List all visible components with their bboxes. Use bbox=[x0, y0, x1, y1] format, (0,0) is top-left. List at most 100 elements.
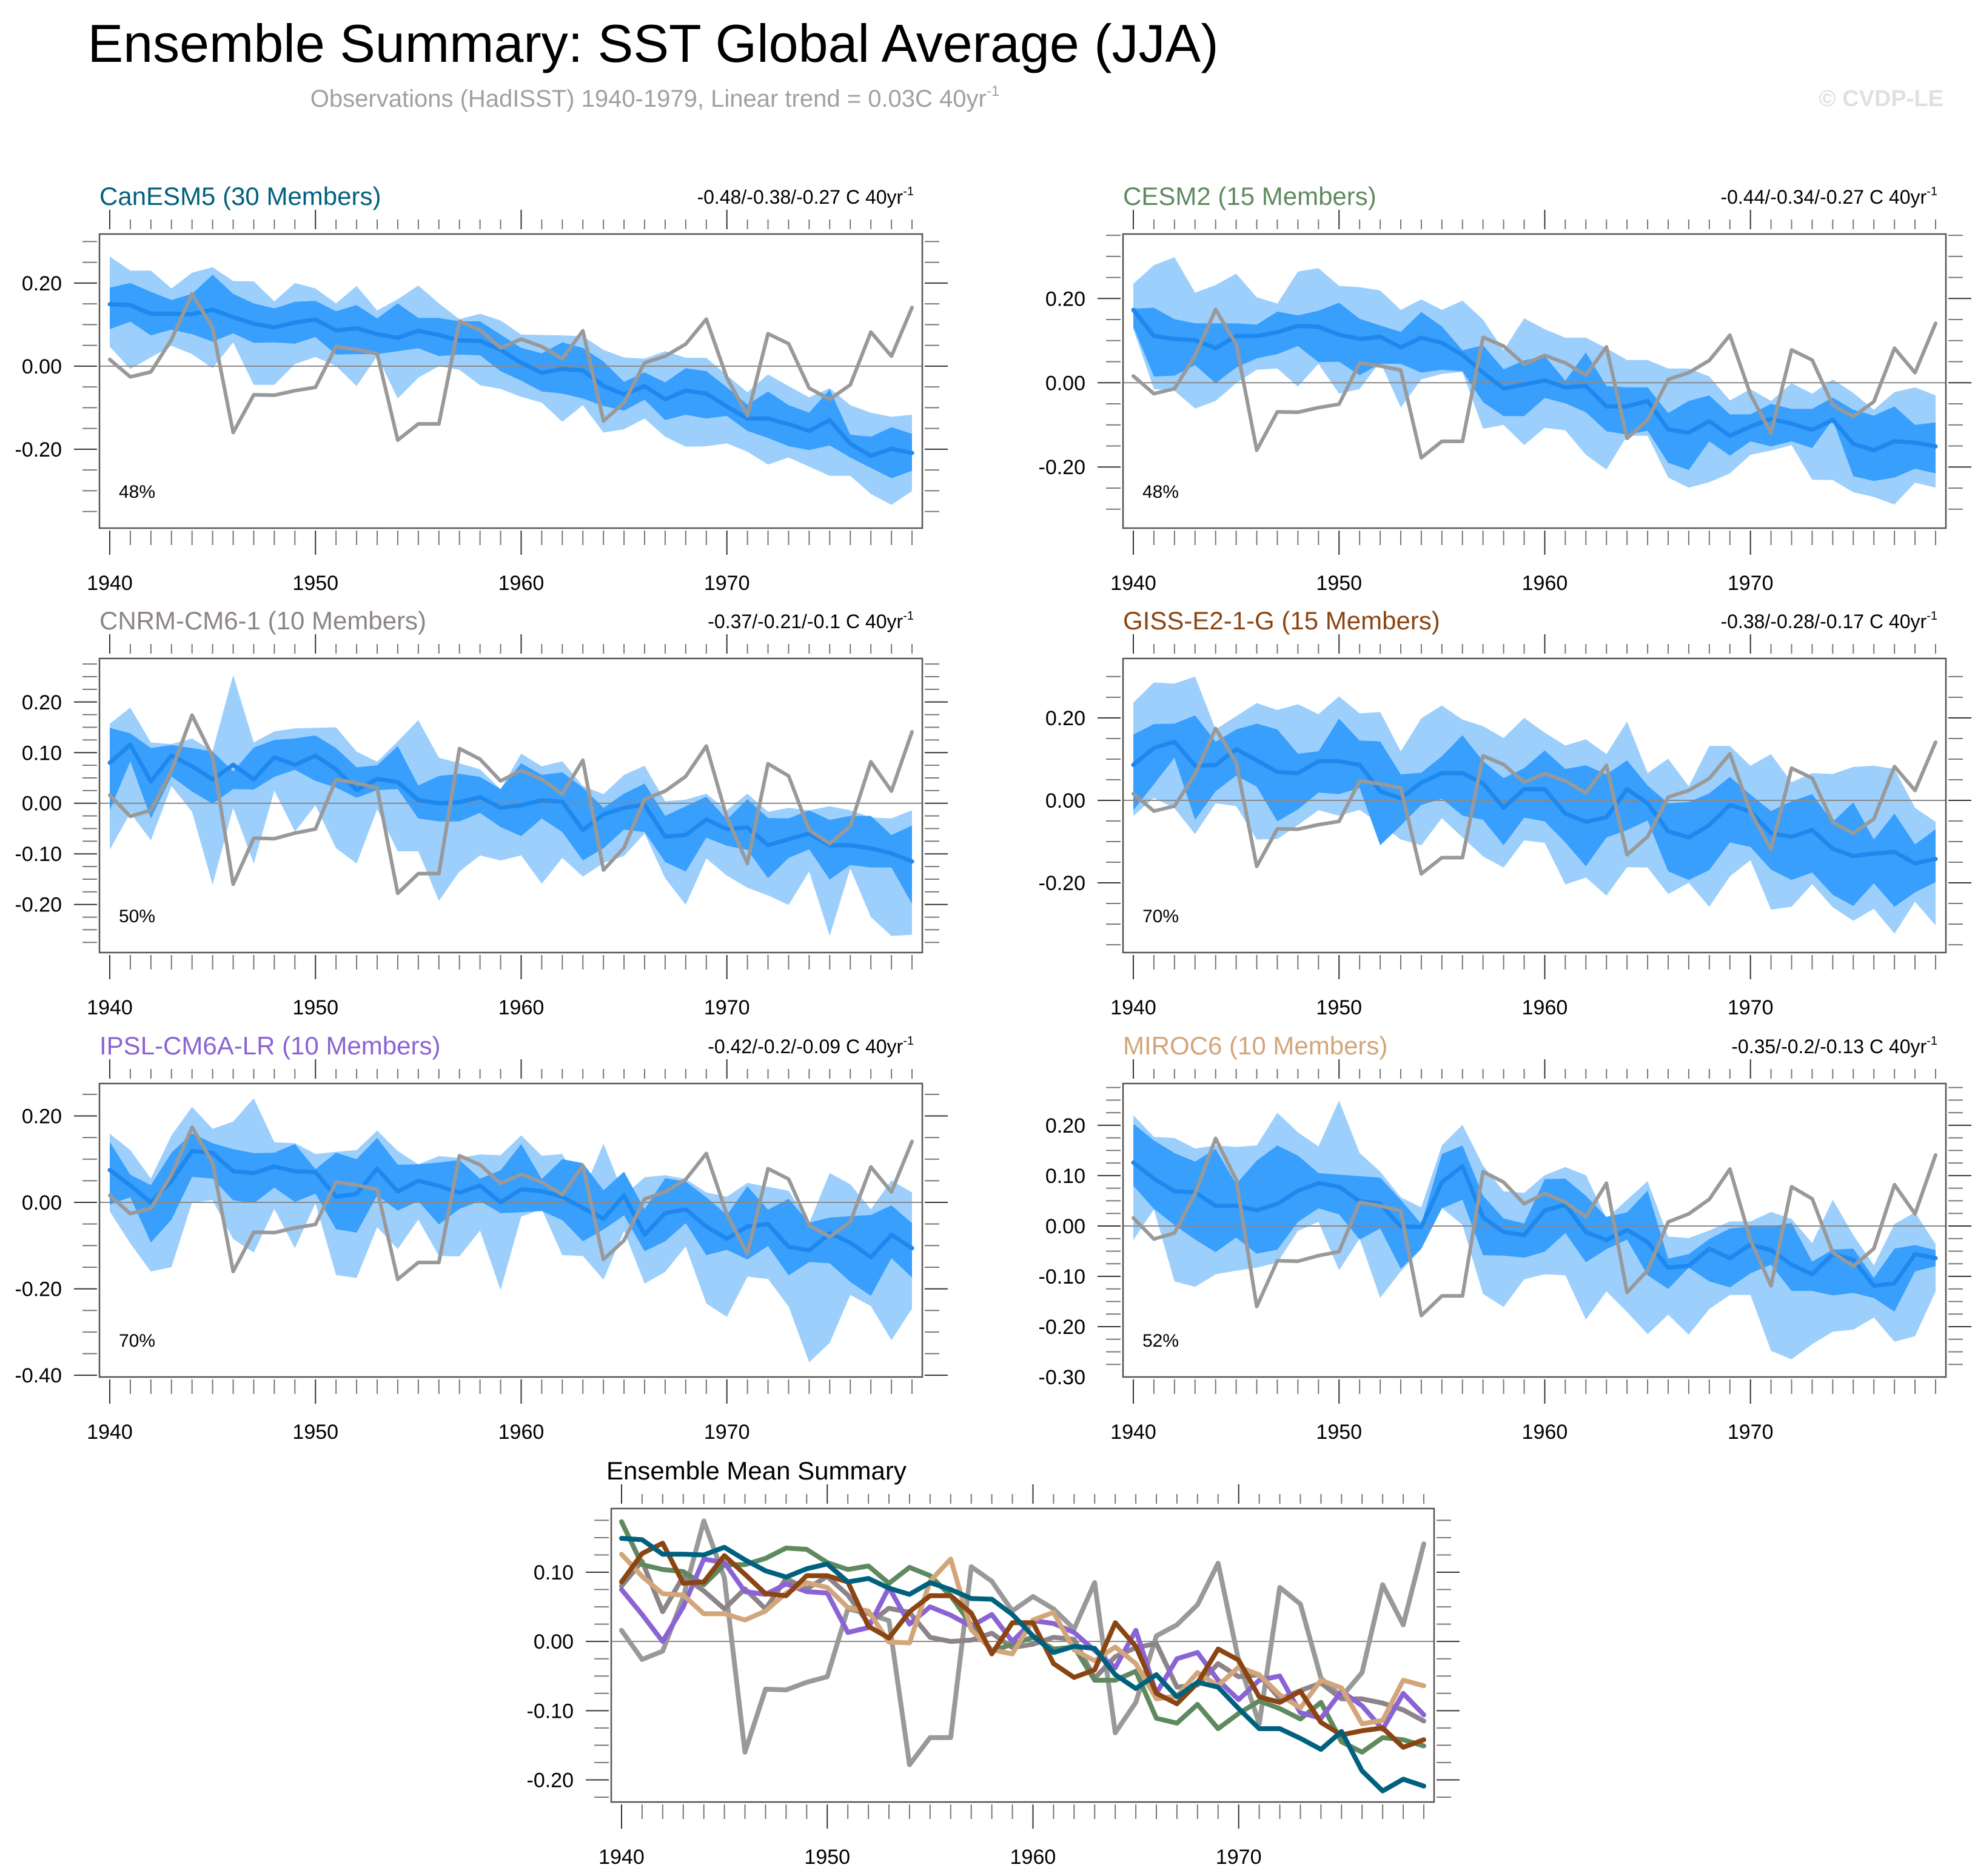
trend-text: -0.35/-0.2/-0.13 C 40yr bbox=[1731, 1036, 1926, 1057]
panel-6: MIROC6 (10 Members) -0.35/-0.2/-0.13 C 40… bbox=[1039, 1031, 1971, 1444]
x-tick-label: 1950 bbox=[292, 996, 338, 1019]
percent-label: 52% bbox=[1142, 1331, 1179, 1351]
plot-frame bbox=[98, 1082, 924, 1378]
plot-frame bbox=[98, 233, 924, 529]
trend-text: -0.38/-0.28/-0.17 C 40yr bbox=[1720, 611, 1926, 632]
inner-spread-band bbox=[1133, 1124, 1936, 1312]
x-tick-label: 1940 bbox=[1110, 996, 1156, 1019]
observations-line bbox=[108, 1125, 914, 1281]
x-tick-label: 1950 bbox=[1316, 996, 1362, 1019]
panel-trend-label: -0.42/-0.2/-0.09 C 40yr-1 bbox=[708, 1034, 914, 1057]
x-tick-label: 1940 bbox=[87, 996, 133, 1019]
plot-frame bbox=[1122, 233, 1947, 529]
ensemble-mean-line bbox=[1131, 307, 1938, 452]
observations-line bbox=[108, 292, 914, 442]
y-tick-label: 0.20 bbox=[1045, 707, 1085, 730]
y-tick-label: 0.20 bbox=[1045, 287, 1085, 310]
observations-line bbox=[1132, 1136, 1937, 1318]
y-tick-label: 0.10 bbox=[534, 1561, 574, 1584]
panel-5: IPSL-CM6A-LR (10 Members) -0.42/-0.2/-0.0… bbox=[15, 1031, 948, 1444]
x-tick-label: 1940 bbox=[599, 1846, 645, 1869]
x-tick-label: 1960 bbox=[498, 1421, 545, 1444]
subtitle-superscript: -1 bbox=[987, 83, 999, 99]
x-tick-label: 1960 bbox=[1522, 1421, 1568, 1444]
panel-trend-label: -0.35/-0.2/-0.13 C 40yr-1 bbox=[1731, 1034, 1937, 1057]
x-tick-label: 1940 bbox=[1110, 572, 1156, 595]
y-tick-label: 0.00 bbox=[1045, 372, 1085, 395]
plot-frame bbox=[610, 1507, 1435, 1803]
y-tick-label: -0.20 bbox=[15, 894, 62, 917]
percent-label: 48% bbox=[1142, 482, 1179, 502]
panel-title: CanESM5 (30 Members) bbox=[99, 182, 381, 210]
y-tick-label: 0.20 bbox=[1045, 1114, 1085, 1137]
y-tick-label: -0.40 bbox=[15, 1364, 62, 1387]
y-tick-label: 0.10 bbox=[1045, 1165, 1085, 1188]
y-tick-label: -0.10 bbox=[1039, 1265, 1086, 1288]
panel-title: CESM2 (15 Members) bbox=[1123, 182, 1376, 210]
x-tick-label: 1950 bbox=[804, 1846, 850, 1869]
panel-title: IPSL-CM6A-LR (10 Members) bbox=[99, 1031, 440, 1060]
percent-label: 50% bbox=[119, 906, 155, 926]
trend-superscript: -1 bbox=[903, 609, 914, 623]
x-tick-label: 1970 bbox=[1728, 1421, 1774, 1444]
y-tick-label: 0.00 bbox=[22, 355, 62, 378]
x-tick-label: 1960 bbox=[1010, 1846, 1056, 1869]
panel-title: CNRM-CM6-1 (10 Members) bbox=[99, 606, 426, 635]
y-tick-label: 0.00 bbox=[1045, 1215, 1085, 1238]
panel-title: GISS-E2-1-G (15 Members) bbox=[1123, 606, 1440, 635]
y-tick-label: 0.00 bbox=[1045, 789, 1085, 812]
x-tick-label: 1950 bbox=[292, 572, 338, 595]
x-tick-label: 1960 bbox=[498, 572, 545, 595]
panel-1: CanESM5 (30 Members) -0.48/-0.38/-0.27 C … bbox=[15, 182, 948, 595]
panel-trend-label: -0.38/-0.28/-0.17 C 40yr-1 bbox=[1720, 609, 1937, 632]
x-tick-label: 1950 bbox=[1316, 572, 1362, 595]
panel-trend-label: -0.37/-0.21/-0.1 C 40yr-1 bbox=[708, 609, 914, 632]
y-tick-label: -0.30 bbox=[1039, 1366, 1086, 1389]
figure-subtitle: Observations (HadISST) 1940-1979, Linear… bbox=[310, 83, 999, 112]
y-tick-label: -0.20 bbox=[15, 1278, 62, 1301]
panel-2: CESM2 (15 Members) -0.44/-0.34/-0.27 C 40… bbox=[1039, 182, 1971, 595]
trend-superscript: -1 bbox=[903, 185, 914, 198]
x-tick-label: 1960 bbox=[1522, 572, 1568, 595]
percent-label: 48% bbox=[119, 482, 155, 502]
panels: CanESM5 (30 Members) -0.48/-0.38/-0.27 C … bbox=[15, 182, 1971, 1869]
x-tick-label: 1940 bbox=[1110, 1421, 1156, 1444]
x-tick-label: 1950 bbox=[292, 1421, 338, 1444]
y-tick-label: -0.20 bbox=[1039, 1316, 1086, 1339]
x-tick-label: 1970 bbox=[704, 996, 750, 1019]
ensemble-mean-line bbox=[107, 742, 914, 864]
trend-text: -0.44/-0.34/-0.27 C 40yr bbox=[1720, 186, 1926, 208]
trend-superscript: -1 bbox=[1926, 609, 1937, 623]
y-tick-label: 0.20 bbox=[22, 272, 62, 295]
x-tick-label: 1970 bbox=[1216, 1846, 1262, 1869]
y-tick-label: -0.20 bbox=[527, 1769, 574, 1792]
series-line-observations-hadisst- bbox=[619, 1518, 1426, 1767]
panel-4: GISS-E2-1-G (15 Members) -0.38/-0.28/-0.1… bbox=[1039, 606, 1971, 1019]
panel-7: Ensemble Mean Summary 1940 1950 1960 1970 0.1… bbox=[527, 1456, 1460, 1869]
y-tick-label: -0.20 bbox=[1039, 456, 1086, 479]
observations-line bbox=[1132, 307, 1937, 460]
panel-title: MIROC6 (10 Members) bbox=[1123, 1031, 1387, 1060]
inner-spread-band bbox=[110, 275, 912, 478]
ensemble-mean-line bbox=[107, 302, 914, 458]
y-tick-label: 0.20 bbox=[22, 1105, 62, 1128]
series-line-canesm5 bbox=[619, 1536, 1426, 1794]
plot-frame bbox=[98, 657, 924, 954]
panel-trend-label: -0.44/-0.34/-0.27 C 40yr-1 bbox=[1720, 185, 1937, 208]
panel-title: Ensemble Mean Summary bbox=[606, 1456, 907, 1485]
figure-title: Ensemble Summary: SST Global Average (JJ… bbox=[87, 13, 1218, 73]
y-tick-label: -0.10 bbox=[527, 1700, 574, 1723]
ensemble-mean-line bbox=[1131, 1160, 1938, 1288]
trend-text: -0.48/-0.38/-0.27 C 40yr bbox=[697, 186, 903, 208]
x-tick-label: 1970 bbox=[1728, 996, 1774, 1019]
inner-spread-band bbox=[1133, 303, 1936, 481]
percent-label: 70% bbox=[119, 1331, 155, 1351]
x-tick-label: 1970 bbox=[1728, 572, 1774, 595]
y-tick-label: -0.10 bbox=[15, 843, 62, 866]
percent-label: 70% bbox=[1142, 906, 1179, 926]
x-tick-label: 1960 bbox=[498, 996, 545, 1019]
trend-text: -0.37/-0.21/-0.1 C 40yr bbox=[708, 611, 903, 632]
y-tick-label: -0.20 bbox=[1039, 872, 1086, 895]
x-tick-label: 1970 bbox=[704, 572, 750, 595]
trend-superscript: -1 bbox=[1926, 1034, 1937, 1048]
